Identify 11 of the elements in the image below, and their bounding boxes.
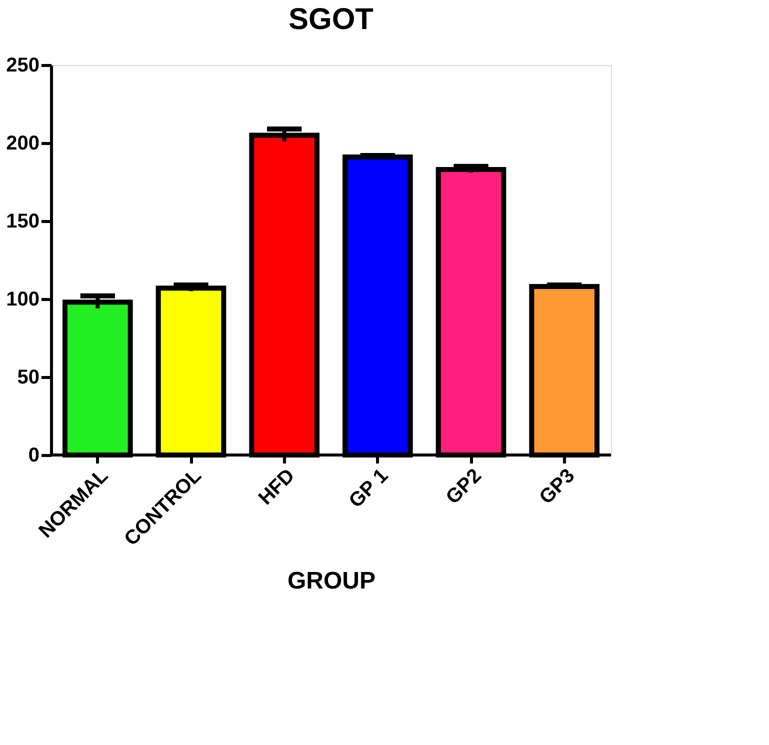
x-tick-label: GP3 (535, 464, 580, 509)
y-tick-label: 200 (6, 132, 40, 154)
y-tick-label: 0 (28, 444, 40, 466)
x-tick-label: GP2 (442, 464, 486, 509)
x-tick-label: GP 1 (344, 464, 393, 512)
y-tick-label: 250 (6, 54, 40, 76)
x-axis-title: GROUP (287, 568, 376, 595)
y-tick-label: 50 (17, 366, 40, 388)
y-tick-label: 100 (6, 288, 40, 310)
chart-title: SGOT (288, 3, 374, 36)
y-tick-label: 150 (6, 210, 40, 232)
